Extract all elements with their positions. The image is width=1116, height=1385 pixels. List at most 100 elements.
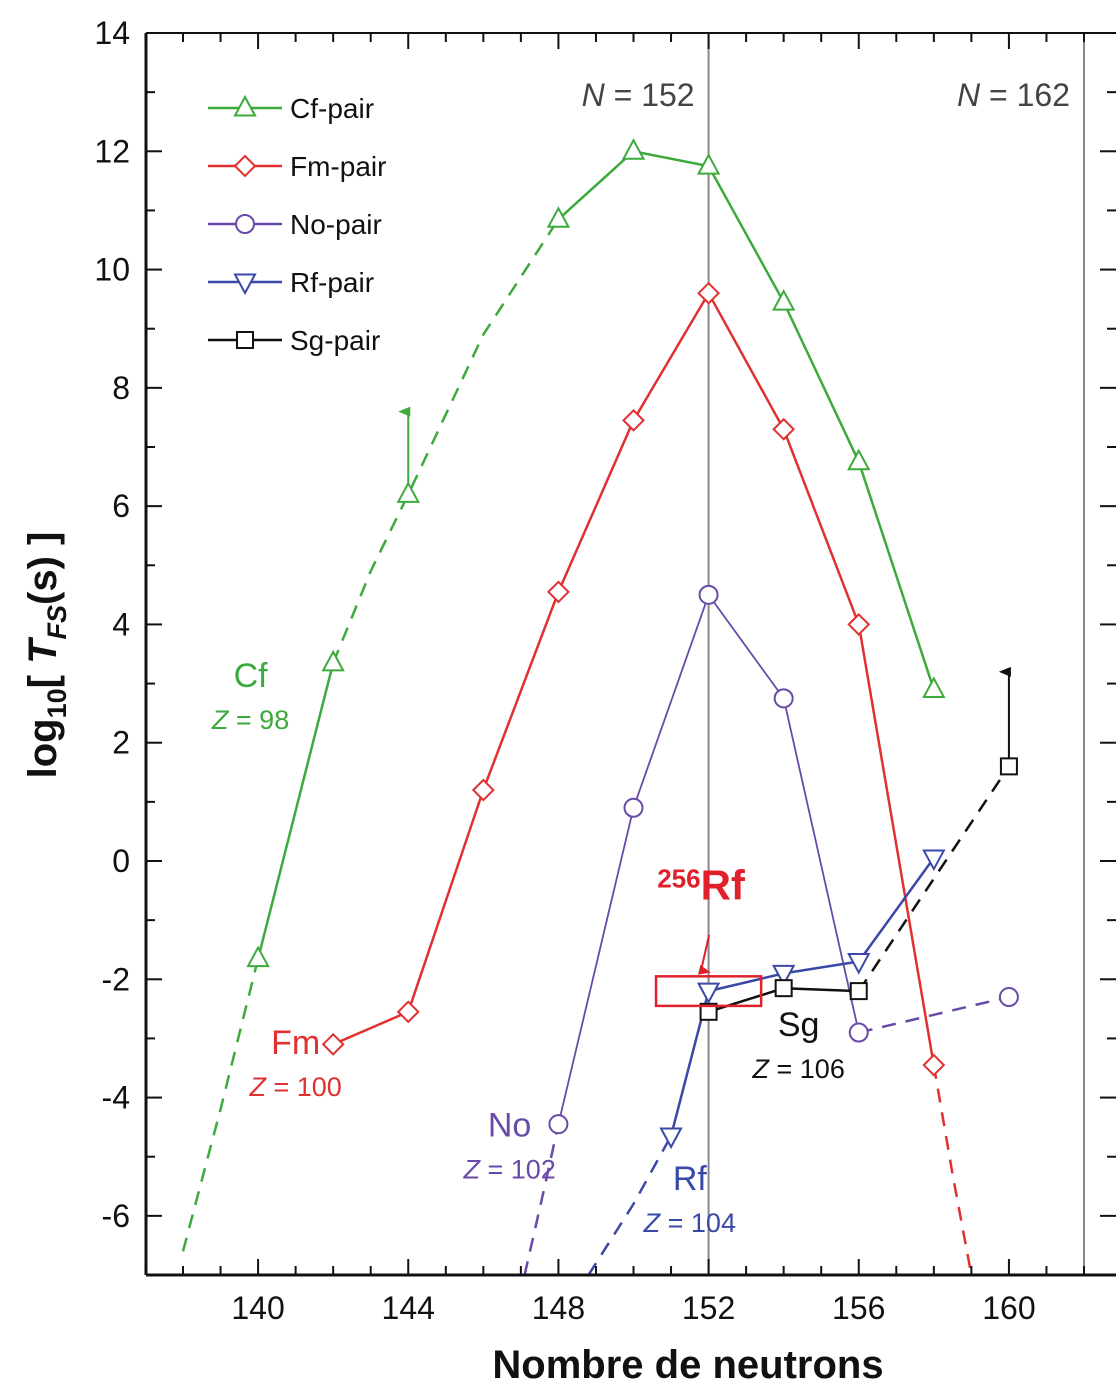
y-tick-label: -4	[102, 1080, 130, 1116]
sg-point	[699, 1002, 718, 1021]
x-tick-label: 152	[682, 1290, 735, 1326]
fm-z-label: Z = 100	[248, 1072, 341, 1102]
x-tick-label: 156	[832, 1290, 885, 1326]
fm-point	[772, 417, 796, 441]
cf-solid-segment	[707, 165, 785, 303]
no-element-label: No	[488, 1107, 531, 1145]
no-z-label: Z = 102	[462, 1155, 555, 1185]
sg-z-label: Z = 106	[752, 1054, 845, 1084]
highlight-label: 256Rf	[657, 861, 746, 908]
sg-element-label: Sg	[778, 1006, 820, 1044]
series-sg-pair	[699, 666, 1018, 1021]
highlight-arrow	[698, 934, 711, 975]
reference-label-n152: N = 152	[582, 77, 695, 113]
sg-point	[849, 982, 868, 1001]
fm-z-symbol: Z	[248, 1072, 267, 1102]
cf-point	[696, 152, 721, 175]
cf-point	[621, 138, 646, 160]
series-cf-pair	[181, 138, 946, 1252]
sg-z-symbol: Z	[752, 1054, 771, 1084]
cf-extrapolation	[181, 958, 260, 1252]
fm-point	[471, 778, 495, 802]
no-z-symbol: Z	[462, 1155, 481, 1185]
highlight-box	[654, 975, 763, 1008]
y-tick-label: -2	[102, 961, 130, 997]
plot-area	[181, 138, 1019, 1275]
x-tick-label: 160	[982, 1290, 1035, 1326]
cf-point	[246, 945, 270, 968]
y-tick-label: -6	[102, 1198, 130, 1234]
rf-point	[696, 982, 721, 1005]
cf-solid-segment	[857, 461, 935, 690]
no-point	[998, 987, 1019, 1008]
cf-solid-segment	[782, 301, 860, 463]
y-tick-label: 10	[94, 252, 130, 288]
sg-z-value: = 106	[769, 1054, 845, 1084]
fm-extrapolation	[932, 1064, 973, 1275]
rf-point	[847, 953, 871, 975]
cf-z-label: Z = 98	[211, 705, 289, 735]
y-tick-label: 12	[94, 133, 130, 169]
no-point	[698, 584, 719, 605]
cf-element-label: Cf	[234, 657, 269, 695]
rf-point	[771, 964, 796, 987]
fm-point	[547, 580, 570, 604]
series-fm-pair	[321, 281, 973, 1275]
x-tick-label: 144	[382, 1290, 435, 1326]
x-tick-label: 148	[532, 1290, 585, 1326]
reference-label-n162: N = 162	[957, 77, 1070, 113]
cf-point	[922, 676, 946, 698]
legend-label-cf: Cf-pair	[290, 93, 374, 124]
x-axis-title: Nombre de neutrons	[492, 1343, 883, 1385]
no-point	[548, 1114, 569, 1135]
legend-label-sg: Sg-pair	[290, 325, 380, 356]
cf-point	[321, 649, 345, 672]
rf-z-symbol: Z	[643, 1208, 662, 1238]
y-tick-label: 8	[112, 370, 130, 406]
cf-point	[396, 481, 420, 503]
reference-label-value: = 162	[980, 77, 1070, 113]
highlight-symbol: Rf	[701, 861, 746, 908]
no-extrapolation	[523, 1123, 560, 1275]
y-tick-label: 0	[112, 843, 130, 879]
no-dashed-bridge	[858, 995, 1010, 1034]
sg-point	[774, 979, 793, 998]
y-tick-label: 4	[112, 606, 130, 642]
cf-solid-segment	[633, 150, 709, 168]
reference-label-n: N	[957, 77, 981, 113]
series-no-pair	[523, 584, 1019, 1275]
legend: Cf-pair Fm-pair No-pair Rf-pair Sg-pair	[208, 93, 386, 356]
fm-element-label: Fm	[271, 1024, 320, 1062]
legend-label-no: No-pair	[290, 209, 382, 240]
cf-point	[771, 288, 796, 311]
fm-point	[922, 1053, 946, 1077]
rf-z-value: = 104	[660, 1208, 736, 1238]
legend-marker-cf	[233, 94, 257, 117]
fm-point	[847, 613, 871, 636]
legend-marker-fm	[233, 154, 257, 178]
series-rf-pair	[587, 849, 946, 1275]
rf-extrapolation	[587, 1135, 673, 1275]
y-axis-title: log10[ TFS(s) ]	[21, 532, 72, 779]
fm-point	[396, 1000, 420, 1024]
legend-marker-sg	[236, 331, 254, 349]
legend-marker-rf	[233, 273, 257, 296]
cf-solid-segment	[256, 662, 335, 959]
legend-label-fm: Fm-pair	[290, 151, 386, 182]
cf-solid-segment	[557, 150, 635, 221]
no-z-value: = 102	[480, 1155, 556, 1185]
cf-point	[847, 448, 871, 471]
rf-element-label: Rf	[673, 1160, 708, 1198]
cf-z-value: = 98	[228, 705, 289, 735]
y-tick-label: 2	[112, 725, 130, 761]
rf-point	[922, 849, 946, 872]
fm-point	[622, 408, 645, 432]
rf-point	[659, 1127, 683, 1150]
legend-marker-no	[235, 214, 255, 234]
reference-label-value: = 152	[605, 77, 695, 113]
x-tick-label: 140	[231, 1290, 284, 1326]
fm-z-value: = 100	[266, 1072, 342, 1102]
y-tick-label: 6	[112, 488, 130, 524]
